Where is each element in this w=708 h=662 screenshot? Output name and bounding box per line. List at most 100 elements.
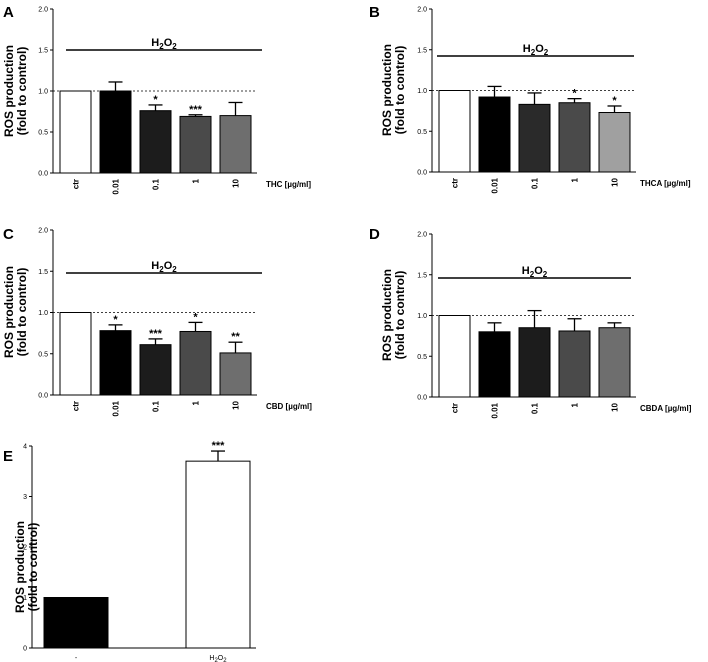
x-tick-label: 0.01 [112,178,121,194]
y-tick-label: 1 [23,595,27,602]
x-tick-label: 0.1 [531,402,540,414]
bar-c-3 [179,330,212,396]
y-tick-label: 1.0 [38,89,48,96]
x-tick-label: 10 [611,177,620,186]
y-tick-label: 0.5 [417,129,427,136]
panel-letter: C [3,226,14,243]
y-tick-label: 1.0 [417,313,427,320]
bar-a-4 [219,115,252,174]
y-tick-label: 2.0 [417,232,427,239]
treatment-label: H2O2 [151,37,177,51]
x-tick-label: 1 [192,400,201,405]
x-tick-label: H2O2 [209,655,227,662]
x-tick-label: 0.1 [152,178,161,190]
significance-marker: *** [189,104,203,116]
x-tick-label: 1 [192,178,201,183]
panel-c: C ROS production(fold to control) 0.0 0.5 1.… [2,226,312,417]
bar-c-4 [219,352,252,396]
bar-b-3 [558,102,591,173]
y-tick-label: 2.0 [417,7,427,14]
treatment-label: H2O2 [151,260,177,274]
y-axis-label: ROS production(fold to control) [13,521,40,613]
x-tick-label: ctr [72,401,81,411]
y-tick-label: 3 [23,494,27,501]
y-tick-label: 0 [23,646,27,653]
bar-b-1 [478,96,511,173]
bar-b-4 [598,112,631,173]
x-tick-label: 0.1 [531,177,540,189]
x-tick-label: 10 [611,402,620,411]
y-tick-label: 0.0 [38,393,48,400]
y-tick-label: 1.5 [417,47,427,54]
x-axis-label: THCA [µg/ml] [640,179,691,188]
y-tick-label: 0.0 [417,395,427,402]
x-tick-label: ctr [72,179,81,189]
panel-letter: B [369,4,380,21]
panel-letter: A [3,4,14,21]
y-tick-label: 0.5 [417,354,427,361]
bar-b-2 [518,103,551,173]
x-tick-label: 0.01 [491,402,500,418]
significance-marker: *** [212,440,226,452]
panel-e: E ROS production(fold to control) 0 1 2 3 4 - **… [3,440,256,662]
bar-e-0 [43,597,109,649]
panel-d: D ROS production(fold to control) 0.0 0.5 1.… [369,226,692,419]
x-axis-label: CBD [µg/ml] [266,402,312,411]
y-tick-label: 0.0 [417,170,427,177]
y-tick-label: 0.5 [38,130,48,137]
x-tick-label: 0.1 [152,400,161,412]
significance-marker: ** [231,331,240,343]
significance-marker: * [612,95,617,107]
x-tick-label: ctr [451,178,460,188]
y-tick-label: 1.0 [38,310,48,317]
x-tick-label: 0.01 [491,177,500,193]
bar-a-1 [99,90,132,174]
y-tick-label: 1.5 [417,272,427,279]
bar-d-2 [518,327,551,398]
y-axis-label: ROS production(fold to control) [380,269,407,361]
panel-letter: E [3,448,13,465]
x-tick-label: ctr [451,403,460,413]
x-tick-label: 10 [232,178,241,187]
bar-d-1 [478,331,511,398]
y-axis-label: ROS production(fold to control) [380,44,407,136]
y-tick-label: 1.5 [38,269,48,276]
x-tick-label: - [75,655,78,662]
bar-c-0 [59,312,92,396]
x-tick-label: 0.01 [112,400,121,416]
panel-b: B ROS production(fold to control) 0.0 0.5 1.… [369,4,691,194]
significance-marker: * [113,314,118,326]
bar-c-2 [139,344,172,396]
significance-marker: *** [149,328,163,340]
bar-d-0 [438,315,471,398]
bar-b-0 [438,90,471,173]
x-tick-label: 1 [571,177,580,182]
bar-a-2 [139,110,172,174]
x-axis-label: THC [µg/ml] [266,180,311,189]
bar-d-3 [558,330,591,398]
x-axis-label: CBDA [µg/ml] [640,404,692,413]
y-tick-label: 1.5 [38,48,48,55]
bar-d-4 [598,327,631,398]
y-tick-label: 1.0 [417,88,427,95]
bar-a-0 [59,90,92,174]
y-tick-label: 2.0 [38,228,48,235]
y-axis-label: ROS production(fold to control) [2,266,29,358]
bar-e-1 [185,460,251,649]
bar-c-1 [99,330,132,396]
bar-a-3 [179,115,212,174]
y-tick-label: 2.0 [38,7,48,14]
x-tick-label: 1 [571,402,580,407]
significance-marker: * [193,311,198,323]
y-axis-label: ROS production(fold to control) [2,45,29,137]
panel-a: A ROS production(fold to control) 0.0 0.5 1.… [2,4,311,195]
y-tick-label: 4 [23,444,27,451]
treatment-label: H2O2 [522,265,548,279]
panel-letter: D [369,226,380,243]
y-tick-label: 0.5 [38,351,48,358]
significance-marker: * [153,94,158,106]
y-tick-label: 2 [23,545,27,552]
treatment-label: H2O2 [523,43,549,57]
x-tick-label: 10 [232,400,241,409]
